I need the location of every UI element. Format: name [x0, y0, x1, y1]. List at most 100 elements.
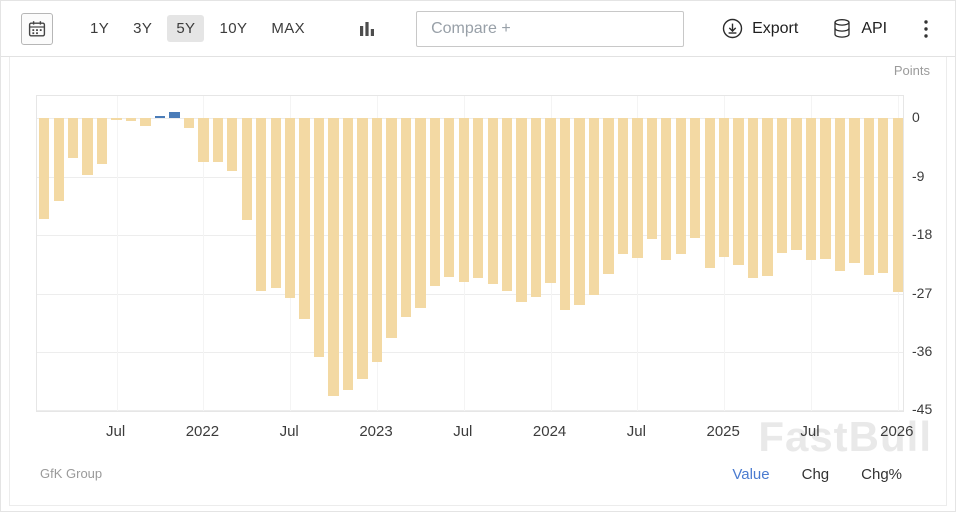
bar[interactable]: [154, 116, 166, 118]
bar[interactable]: [357, 118, 368, 379]
bar[interactable]: [415, 118, 426, 309]
bar[interactable]: [313, 118, 325, 358]
bar[interactable]: [270, 118, 281, 289]
x-tick-label: Jul: [453, 423, 473, 440]
bar[interactable]: [516, 118, 527, 302]
bar[interactable]: [386, 118, 397, 338]
gridline: [37, 235, 903, 236]
x-tick-label: 2025: [706, 423, 740, 440]
range-button-5y[interactable]: 5Y: [167, 15, 205, 42]
range-button-10y[interactable]: 10Y: [219, 20, 248, 37]
bar[interactable]: [96, 118, 108, 164]
range-button-max[interactable]: MAX: [271, 20, 306, 37]
bar[interactable]: [776, 118, 788, 254]
chart-type-button[interactable]: [358, 20, 376, 38]
calendar-icon: [28, 20, 46, 38]
bar[interactable]: [588, 118, 600, 296]
x-tick-label: 2023: [359, 423, 393, 440]
series-display-toggles: Value Chg Chg%: [732, 466, 902, 483]
data-source-label: GfK Group: [40, 466, 103, 481]
bar[interactable]: [198, 118, 209, 163]
bar[interactable]: [661, 118, 672, 261]
bar[interactable]: [256, 118, 267, 291]
bar[interactable]: [429, 118, 440, 286]
bar[interactable]: [603, 118, 614, 274]
calendar-button[interactable]: [21, 12, 53, 45]
bar[interactable]: [39, 118, 50, 219]
bar[interactable]: [791, 118, 802, 250]
range-selector: 1Y 3Y 5Y 10Y MAX: [81, 15, 314, 42]
bar[interactable]: [371, 118, 383, 363]
bar[interactable]: [762, 118, 773, 276]
bar[interactable]: [473, 118, 484, 278]
bar[interactable]: [849, 118, 860, 263]
bar[interactable]: [675, 118, 686, 255]
bar[interactable]: [444, 118, 455, 277]
bar[interactable]: [299, 118, 310, 319]
bar[interactable]: [805, 118, 817, 261]
bar[interactable]: [458, 118, 469, 282]
bar[interactable]: [328, 118, 339, 397]
api-button[interactable]: API: [832, 18, 887, 39]
bar[interactable]: [820, 118, 831, 260]
kebab-menu-icon: [923, 19, 929, 39]
bar[interactable]: [617, 118, 629, 255]
bar[interactable]: [140, 118, 151, 126]
bar[interactable]: [574, 118, 585, 306]
bar[interactable]: [878, 118, 889, 274]
bar[interactable]: [227, 118, 238, 171]
bar[interactable]: [183, 118, 195, 129]
bar[interactable]: [530, 118, 542, 298]
chg-toggle[interactable]: Chg: [801, 466, 830, 483]
bar[interactable]: [747, 118, 759, 278]
bar[interactable]: [559, 118, 571, 311]
bar[interactable]: [632, 118, 643, 259]
range-button-1y[interactable]: 1Y: [90, 20, 110, 37]
bar[interactable]: [545, 118, 556, 284]
value-toggle[interactable]: Value: [732, 466, 770, 483]
gridline: [37, 176, 903, 178]
bar[interactable]: [285, 118, 296, 298]
bar[interactable]: [646, 118, 657, 239]
gridline: [37, 293, 903, 295]
bar[interactable]: [834, 118, 846, 272]
y-tick-label: -9: [912, 167, 925, 184]
bar[interactable]: [690, 118, 701, 238]
bar[interactable]: [111, 118, 122, 120]
bar[interactable]: [863, 118, 874, 275]
bar[interactable]: [241, 118, 252, 221]
bar[interactable]: [82, 118, 93, 176]
chart-toolbar: 1Y 3Y 5Y 10Y MAX Compare +: [1, 1, 955, 57]
x-tick-label: Jul: [800, 423, 820, 440]
plot-area[interactable]: [36, 95, 904, 412]
compare-placeholder: Compare +: [431, 19, 511, 37]
download-icon: [722, 18, 743, 39]
y-axis-unit-label: Points: [893, 63, 930, 78]
chg-pct-toggle[interactable]: Chg%: [861, 466, 902, 483]
gridline: [37, 410, 903, 412]
x-axis: Jul 2022 Jul 2023 Jul 2024 Jul 2025 Jul 2026: [36, 423, 913, 445]
bar[interactable]: [169, 112, 180, 118]
bar[interactable]: [125, 118, 137, 121]
range-button-3y[interactable]: 3Y: [133, 20, 153, 37]
bar[interactable]: [53, 118, 64, 201]
bar[interactable]: [342, 118, 354, 391]
export-button[interactable]: Export: [722, 18, 798, 39]
gridline: [203, 96, 205, 411]
y-tick-label: -36: [912, 342, 933, 359]
bar[interactable]: [487, 118, 498, 285]
bar[interactable]: [400, 118, 412, 317]
bar[interactable]: [892, 118, 903, 293]
y-tick-label: -45: [912, 401, 933, 418]
more-options-button[interactable]: [923, 19, 929, 39]
bar[interactable]: [68, 118, 79, 158]
bar[interactable]: [212, 118, 223, 162]
compare-input[interactable]: Compare +: [416, 10, 685, 47]
bar[interactable]: [704, 118, 715, 269]
bar[interactable]: [502, 118, 513, 292]
bar[interactable]: [733, 118, 744, 265]
bar[interactable]: [719, 118, 730, 258]
chart-panel: Points 0 -9 -18 -27 -36 -45 Jul 2022 Jul 2023 Jul…: [9, 57, 947, 506]
y-tick-label: -27: [912, 284, 933, 301]
